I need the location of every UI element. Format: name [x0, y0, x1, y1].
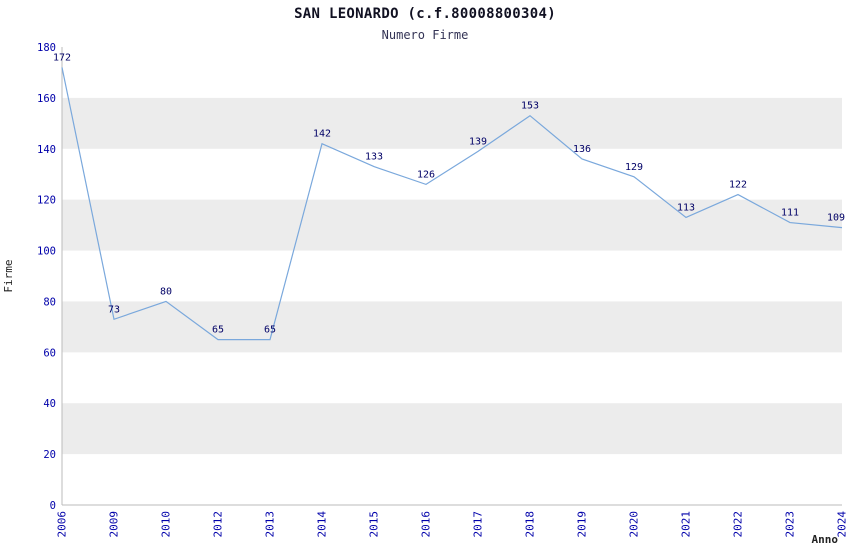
svg-text:172: 172 [53, 52, 71, 63]
point-labels: 172 73 80 65 65 142 133 126 139 153 136 129 113 122 11… [53, 52, 845, 335]
svg-text:122: 122 [729, 180, 747, 191]
svg-text:136: 136 [573, 144, 591, 155]
svg-text:60: 60 [43, 347, 56, 359]
chart-title: SAN LEONARDO (c.f.80008800304) [294, 6, 556, 22]
svg-text:2023: 2023 [784, 511, 797, 538]
series-line [61, 67, 843, 341]
svg-text:65: 65 [264, 325, 276, 336]
svg-text:120: 120 [37, 195, 56, 207]
svg-text:153: 153 [521, 101, 539, 112]
svg-text:2017: 2017 [472, 511, 485, 538]
svg-text:2021: 2021 [680, 511, 693, 538]
y-axis-title: Firme [2, 259, 15, 292]
chart-subtitle: Numero Firme [381, 28, 469, 42]
svg-text:142: 142 [313, 129, 331, 140]
svg-text:111: 111 [781, 208, 799, 219]
svg-text:2022: 2022 [732, 511, 745, 538]
svg-text:2010: 2010 [160, 511, 173, 538]
x-axis-title: Anno [812, 533, 839, 546]
svg-text:126: 126 [417, 169, 435, 180]
svg-text:40: 40 [43, 398, 56, 410]
svg-text:100: 100 [37, 246, 56, 258]
svg-text:133: 133 [365, 152, 383, 163]
svg-text:20: 20 [43, 449, 56, 461]
svg-text:113: 113 [677, 202, 695, 213]
svg-text:65: 65 [212, 325, 224, 336]
svg-text:180: 180 [37, 42, 56, 54]
svg-text:2016: 2016 [420, 511, 433, 538]
plot-bands [62, 97, 842, 455]
svg-text:2019: 2019 [576, 511, 589, 538]
svg-text:80: 80 [160, 286, 172, 297]
x-tick-labels: 2006 2009 2010 2012 2013 2014 2015 2016 2017 2018… [56, 511, 849, 538]
svg-text:2013: 2013 [264, 511, 277, 538]
y-tick-labels: 0 20 40 60 80 100 120 140 160 180 [37, 42, 56, 512]
svg-text:109: 109 [827, 213, 845, 224]
svg-text:129: 129 [625, 162, 643, 173]
svg-text:2012: 2012 [212, 511, 225, 538]
svg-text:2006: 2006 [56, 511, 69, 538]
svg-text:73: 73 [108, 304, 120, 315]
svg-text:2009: 2009 [108, 511, 121, 538]
svg-text:2018: 2018 [524, 511, 537, 538]
svg-text:80: 80 [43, 296, 56, 308]
svg-text:140: 140 [37, 144, 56, 156]
svg-text:2015: 2015 [368, 511, 381, 538]
svg-text:2014: 2014 [316, 511, 329, 538]
svg-text:2020: 2020 [628, 511, 641, 538]
svg-text:2024: 2024 [836, 511, 849, 538]
svg-text:139: 139 [469, 136, 487, 147]
svg-text:160: 160 [37, 93, 56, 105]
svg-text:0: 0 [50, 500, 56, 512]
